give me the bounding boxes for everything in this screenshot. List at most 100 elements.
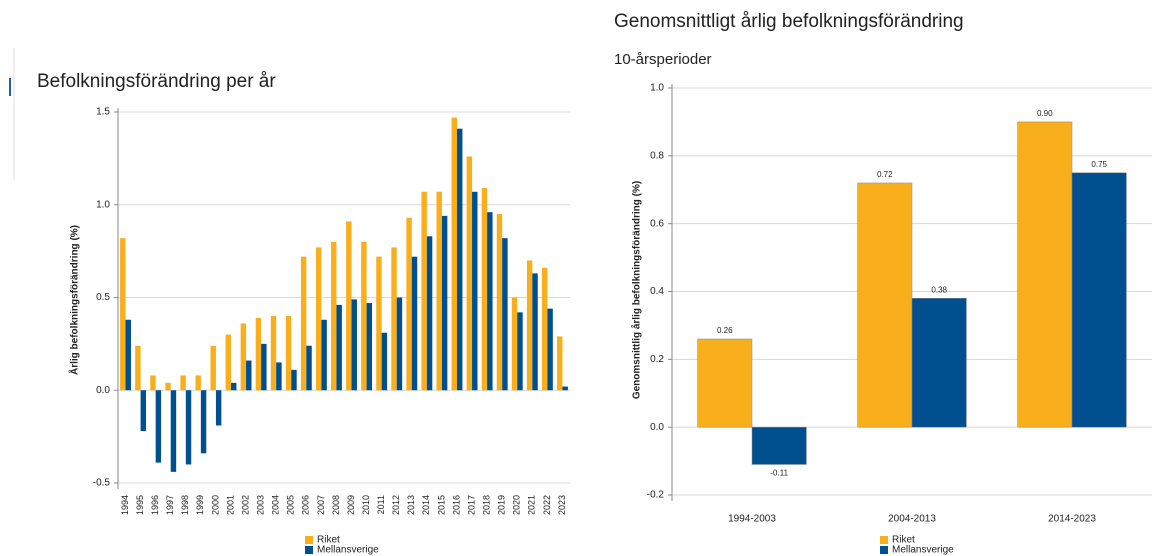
y-tick-label: -0.2 <box>647 490 665 501</box>
x-tick-label: 2009 <box>346 495 356 515</box>
bar <box>376 256 382 391</box>
value-label: 0.90 <box>1037 109 1053 118</box>
bar <box>225 334 231 391</box>
bar <box>291 369 297 391</box>
bar <box>321 319 327 391</box>
bar <box>751 426 807 465</box>
x-tick-label: 2018 <box>482 495 492 515</box>
bar <box>170 390 177 472</box>
bar <box>165 382 171 391</box>
y-tick-label: 0.4 <box>650 286 664 297</box>
bar <box>517 312 523 391</box>
x-tick-label: 2005 <box>286 495 296 515</box>
bar <box>381 332 388 391</box>
bar <box>541 267 548 391</box>
x-tick-label: 2000 <box>210 495 220 515</box>
y-tick-label: 0.6 <box>650 218 664 229</box>
bar <box>120 238 126 391</box>
bar <box>155 390 162 463</box>
y-tick-label: 1.0 <box>650 83 664 94</box>
bar <box>526 260 533 391</box>
legend-swatch <box>880 536 888 544</box>
bar <box>361 241 367 391</box>
legend-label: Riket <box>892 535 915 546</box>
bar <box>180 375 186 391</box>
y-tick-label: 0.5 <box>96 292 110 303</box>
x-tick-label: 2020 <box>512 495 522 515</box>
bar <box>200 390 207 454</box>
legend-swatch <box>880 546 888 554</box>
x-tick-label: 1996 <box>150 495 160 515</box>
bar <box>697 338 753 428</box>
x-tick-label: 2004-2013 <box>888 514 936 525</box>
value-label: 0.72 <box>877 170 893 179</box>
bar <box>547 308 553 391</box>
x-tick-label: 2014-2023 <box>1048 514 1096 525</box>
bar <box>481 188 488 391</box>
y-tick-label: 0.2 <box>650 354 664 365</box>
y-tick-label: 0.0 <box>650 422 664 433</box>
bar <box>396 297 403 391</box>
bar <box>351 299 357 391</box>
y-axis-label: Genomsnittlig årlig befolkningsförändrin… <box>631 181 643 399</box>
x-tick-label: 2016 <box>451 495 461 515</box>
x-tick-label: 2001 <box>225 495 235 515</box>
y-tick-label: -0.5 <box>93 478 111 489</box>
bar <box>246 360 252 391</box>
bar <box>406 217 412 391</box>
x-tick-label: 2023 <box>557 495 567 515</box>
x-tick-label: 2008 <box>331 495 341 515</box>
x-tick-label: 2012 <box>391 495 401 515</box>
value-label: -0.11 <box>770 469 788 478</box>
x-tick-label: 2007 <box>316 495 326 515</box>
legend-label: Riket <box>317 535 340 546</box>
bar <box>315 247 322 391</box>
bar <box>261 343 267 391</box>
legend-swatch <box>305 536 313 544</box>
bar <box>210 345 216 391</box>
x-tick-label: 2017 <box>466 495 476 515</box>
bar <box>185 390 192 465</box>
x-tick-label: 2021 <box>527 495 537 515</box>
bar <box>150 375 156 391</box>
bar <box>285 316 292 391</box>
bar <box>496 214 503 391</box>
y-tick-label: 0.8 <box>650 150 664 161</box>
chart-title: Befolkningsförändring per år <box>37 71 276 92</box>
bar <box>366 303 373 391</box>
legend-swatch <box>305 546 313 554</box>
bar <box>911 298 967 428</box>
bar <box>255 317 262 391</box>
value-label: 0.75 <box>1091 160 1107 169</box>
x-tick-label: 2015 <box>436 495 446 515</box>
bar <box>562 386 568 391</box>
bar <box>557 336 563 391</box>
value-label: 0.38 <box>931 285 947 294</box>
bar <box>421 191 427 391</box>
bar <box>511 297 518 391</box>
chart-title: Genomsnittligt årlig befolkningsförändri… <box>614 11 964 32</box>
bar <box>276 362 282 391</box>
y-tick-label: 0.0 <box>96 385 110 396</box>
bar <box>125 319 131 391</box>
value-label: 0.26 <box>717 326 733 335</box>
bar <box>426 236 433 391</box>
bar <box>487 212 493 391</box>
bar <box>457 128 463 391</box>
bar <box>140 390 147 432</box>
bar <box>466 156 473 391</box>
bar <box>391 247 397 391</box>
x-tick-label: 1999 <box>195 495 205 515</box>
x-tick-label: 2011 <box>376 495 386 514</box>
x-tick-label: 2002 <box>240 495 250 515</box>
bar <box>270 316 277 391</box>
x-tick-label: 2022 <box>542 495 552 515</box>
legend-label: Mellansverige <box>892 545 954 556</box>
x-tick-label: 2006 <box>301 495 311 515</box>
bar <box>195 375 201 391</box>
bar <box>1071 172 1127 428</box>
bar <box>451 117 457 391</box>
bar <box>300 256 307 391</box>
x-tick-label: 1994-2003 <box>728 514 776 525</box>
